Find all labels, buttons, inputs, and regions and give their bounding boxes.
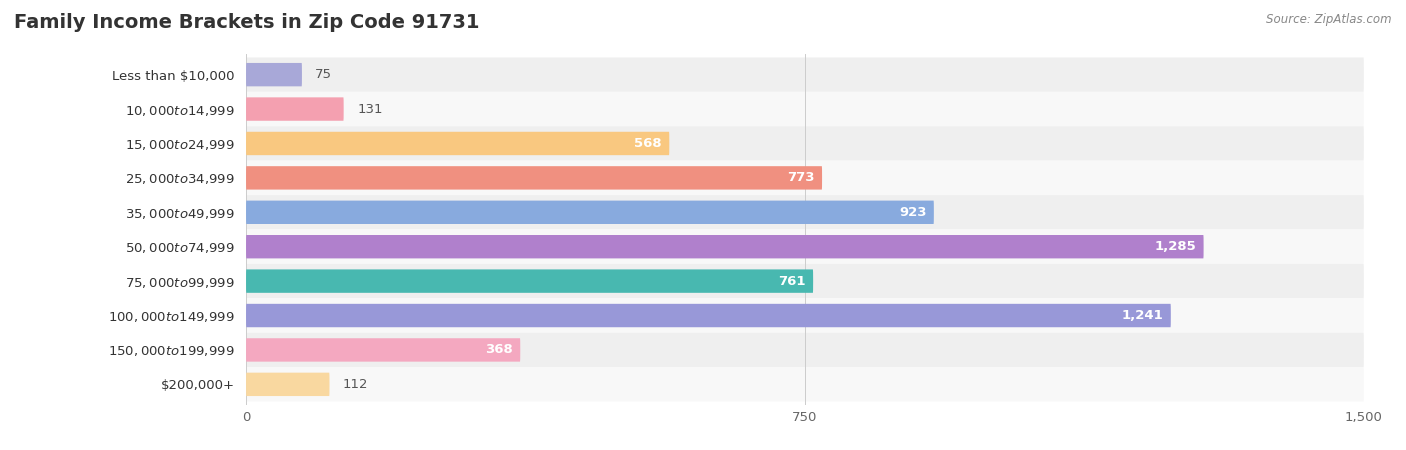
FancyBboxPatch shape	[246, 264, 1364, 298]
FancyBboxPatch shape	[246, 126, 1364, 161]
FancyBboxPatch shape	[246, 58, 1364, 92]
FancyBboxPatch shape	[246, 161, 1364, 195]
FancyBboxPatch shape	[246, 97, 343, 121]
FancyBboxPatch shape	[246, 367, 1364, 401]
Text: 773: 773	[787, 171, 814, 184]
Text: 131: 131	[357, 103, 382, 116]
FancyBboxPatch shape	[246, 63, 302, 86]
FancyBboxPatch shape	[246, 338, 520, 362]
Text: 1,285: 1,285	[1154, 240, 1197, 253]
Text: Family Income Brackets in Zip Code 91731: Family Income Brackets in Zip Code 91731	[14, 14, 479, 32]
Text: 75: 75	[315, 68, 332, 81]
Text: Source: ZipAtlas.com: Source: ZipAtlas.com	[1267, 14, 1392, 27]
FancyBboxPatch shape	[246, 333, 1364, 367]
Text: 112: 112	[343, 378, 368, 391]
FancyBboxPatch shape	[246, 230, 1364, 264]
Text: 923: 923	[898, 206, 927, 219]
FancyBboxPatch shape	[246, 201, 934, 224]
FancyBboxPatch shape	[246, 298, 1364, 333]
FancyBboxPatch shape	[246, 373, 329, 396]
FancyBboxPatch shape	[246, 304, 1171, 327]
FancyBboxPatch shape	[246, 235, 1204, 258]
FancyBboxPatch shape	[246, 92, 1364, 126]
Text: 368: 368	[485, 343, 513, 356]
Text: 761: 761	[778, 274, 806, 288]
Text: 568: 568	[634, 137, 662, 150]
FancyBboxPatch shape	[246, 195, 1364, 230]
FancyBboxPatch shape	[246, 132, 669, 155]
Text: 1,241: 1,241	[1122, 309, 1163, 322]
FancyBboxPatch shape	[246, 270, 813, 293]
FancyBboxPatch shape	[246, 166, 823, 189]
